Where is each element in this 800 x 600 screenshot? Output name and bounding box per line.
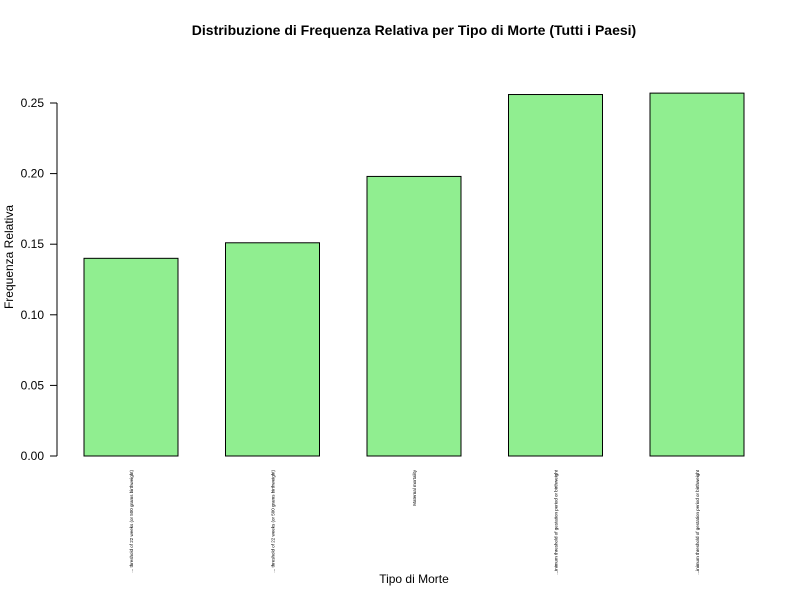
x-tick-label: Maternal mortality <box>412 469 417 506</box>
bars-group <box>83 92 745 457</box>
x-tick-label: ...inimum threshold of gestation period … <box>554 469 559 574</box>
x-axis-label: Tipo di Morte <box>379 572 449 586</box>
x-tick-label: ... threshold of 22 weeks (or 500 grams … <box>271 470 276 573</box>
chart-title: Distribuzione di Frequenza Relativa per … <box>192 22 636 38</box>
y-tick-label: 0.15 <box>21 237 45 251</box>
x-tick-label: ...inimum threshold of gestation period … <box>695 469 700 574</box>
y-tick-label: 0.20 <box>21 167 45 181</box>
bar <box>649 92 745 457</box>
y-tick-label: 0.05 <box>21 378 45 392</box>
y-tick-label: 0.25 <box>21 96 45 110</box>
x-tick-label: ... threshold of 22 weeks (or 500 grams … <box>129 470 134 573</box>
bar <box>83 257 179 457</box>
x-tick-labels: ... threshold of 22 weeks (or 500 grams … <box>129 469 700 574</box>
bar <box>508 94 603 457</box>
bar <box>225 242 320 457</box>
y-axis-label: Frequenza Relativa <box>2 205 16 309</box>
bar <box>366 175 462 457</box>
y-tick-label: 0.00 <box>21 449 45 463</box>
y-axis-ticks: 0.00 0.05 0.10 0.15 0.20 0.25 <box>21 96 57 463</box>
y-tick-label: 0.10 <box>21 308 45 322</box>
